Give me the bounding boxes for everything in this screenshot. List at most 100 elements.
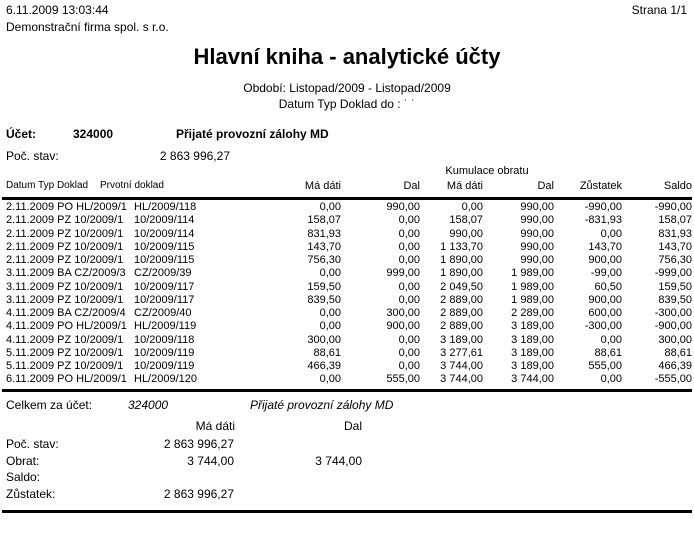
summary-line-dal-value: 3 744,00 [315, 453, 362, 468]
row-cell: 600,00 [588, 307, 622, 320]
row-cell: 990,00 [520, 201, 554, 213]
row-cell: -300,00 [654, 307, 692, 320]
row-cell: 5.11.2009 PZ 10/2009/1 [6, 360, 124, 373]
row-cell: -990,00 [654, 201, 692, 213]
row-cell: -999,00 [654, 267, 692, 280]
summary-md-header: Má dáti [195, 419, 235, 433]
summary-header: Celkem za účet: 324000 Přijaté provozní … [0, 398, 694, 413]
row-cell: 0,00 [398, 333, 420, 346]
row-cell: 159,50 [307, 280, 341, 293]
row-cell: 159,50 [658, 280, 692, 293]
row-cell: 10/2009/117 [134, 280, 195, 293]
row-cell: -555,00 [654, 373, 692, 386]
row-cell: 6.11.2009 PO HL/2009/1 [6, 373, 127, 386]
row-cell: 756,30 [658, 254, 692, 267]
row-cell: 2.11.2009 PO HL/2009/1 [6, 201, 127, 213]
row-cell: HL/2009/119 [134, 320, 197, 333]
table-row: 2.11.2009 PZ 10/2009/1 10/2009/114 158,07 0… [6, 214, 692, 227]
report-meta: 6.11.2009 13:03:44 Strana 1/1 [6, 3, 687, 17]
table-header-row: Datum Typ Doklad Prvotní doklad Má dáti Dal… [6, 180, 692, 192]
row-cell: 900,00 [588, 293, 622, 306]
table-row: 3.11.2009 BA CZ/2009/3 CZ/2009/39 0,00 999,… [6, 267, 692, 280]
table-row: 2.11.2009 PZ 10/2009/1 10/2009/114 831,93 0… [6, 228, 692, 241]
row-cell: 1 890,00 [440, 267, 483, 280]
row-cell: 10/2009/119 [134, 360, 195, 373]
row-cell: 900,00 [386, 320, 420, 333]
row-cell: 831,93 [658, 227, 692, 240]
row-cell: 0,00 [319, 320, 341, 333]
row-cell: 0,00 [398, 280, 420, 293]
row-cell: 990,00 [386, 201, 420, 213]
row-cell: 990,00 [520, 214, 554, 227]
row-cell: 3 189,00 [511, 346, 554, 359]
row-cell: HL/2009/120 [134, 373, 197, 386]
table-row: 3.11.2009 PZ 10/2009/1 10/2009/117 839,50 0… [6, 294, 692, 307]
row-cell: 756,30 [307, 254, 341, 267]
table-row: 2.11.2009 PO HL/2009/1 HL/2009/118 0,00 990… [6, 201, 692, 214]
summary-line: Saldo: [0, 470, 694, 485]
row-cell: 999,00 [386, 267, 420, 280]
row-cell: 2.11.2009 PZ 10/2009/1 [6, 240, 124, 253]
row-cell: 831,93 [307, 227, 341, 240]
row-cell: 2 289,00 [511, 307, 554, 320]
row-cell: 2 889,00 [440, 307, 483, 320]
row-cell: 10/2009/114 [134, 214, 195, 227]
row-cell: 300,00 [307, 333, 341, 346]
row-cell: -900,00 [654, 320, 692, 333]
table-row: 4.11.2009 BA CZ/2009/4 CZ/2009/40 0,00 300,… [6, 307, 692, 320]
header-rule [2, 197, 692, 200]
row-cell: 2 889,00 [440, 293, 483, 306]
row-cell: 839,50 [307, 293, 341, 306]
table-row: 2.11.2009 PZ 10/2009/1 10/2009/115 756,30 0… [6, 254, 692, 267]
row-cell: 3.11.2009 PZ 10/2009/1 [6, 280, 124, 293]
page-bottom-rule [2, 510, 692, 513]
column-header: Dal [403, 180, 420, 192]
row-cell: 3 189,00 [440, 333, 483, 346]
summary-line-label: Obrat: [6, 453, 40, 468]
row-cell: 88,61 [313, 346, 341, 359]
column-header: Dal [537, 180, 554, 192]
kumulace-obratu-label: Kumulace obratu [445, 165, 529, 177]
opening-balance-line: Poč. stav: 2 863 996,27 [0, 149, 694, 163]
summary-line-md-value: 2 863 996,27 [163, 437, 234, 451]
row-cell: -300,00 [584, 320, 622, 333]
report-title: Hlavní kniha - analytické účty [193, 44, 501, 69]
row-cell: 555,00 [588, 360, 622, 373]
table-row: 5.11.2009 PZ 10/2009/1 10/2009/119 88,61 0,… [6, 347, 692, 360]
row-cell: 3 744,00 [511, 373, 554, 386]
row-cell: 900,00 [588, 254, 622, 267]
row-cell: 0,00 [319, 201, 341, 213]
table-row: 4.11.2009 PO HL/2009/1 HL/2009/119 0,00 900… [6, 320, 692, 333]
row-cell: 10/2009/119 [134, 346, 195, 359]
page-number: Strana 1/1 [631, 3, 687, 17]
row-cell: 0,00 [398, 240, 420, 253]
row-cell: 143,70 [307, 240, 341, 253]
summary-dal-header: Dal [343, 419, 362, 433]
row-cell: 0,00 [600, 373, 622, 386]
row-cell: -99,00 [590, 267, 622, 280]
row-cell: 466,39 [307, 360, 341, 373]
summary-line: Zůstatek: 2 863 996,27 [0, 487, 694, 502]
row-cell: 555,00 [386, 373, 420, 386]
row-cell: 10/2009/118 [134, 333, 195, 346]
row-cell: 0,00 [398, 360, 420, 373]
row-cell: 158,07 [658, 214, 692, 227]
account-name: Přijaté provozní zálohy MD [176, 127, 329, 141]
row-cell: 990,00 [520, 254, 554, 267]
row-cell: 2.11.2009 PZ 10/2009/1 [6, 254, 124, 267]
column-header: Prvotní doklad [100, 180, 164, 191]
summary-line-md-value: 3 744,00 [187, 453, 234, 468]
row-cell: 300,00 [386, 307, 420, 320]
row-cell: 0,00 [398, 227, 420, 240]
column-header: Má dáti [446, 180, 483, 192]
row-cell: HL/2009/118 [134, 201, 197, 213]
row-cell: 0,00 [319, 373, 341, 386]
row-cell: CZ/2009/39 [134, 267, 192, 280]
row-cell: 1 989,00 [511, 293, 554, 306]
summary-line-md-value: 2 863 996,27 [163, 486, 234, 501]
row-cell: 2.11.2009 PZ 10/2009/1 [6, 214, 124, 227]
row-cell: 88,61 [594, 346, 622, 359]
table-rows: 2.11.2009 PO HL/2009/1 HL/2009/118 0,00 990… [6, 201, 692, 387]
row-cell: 466,39 [658, 360, 692, 373]
